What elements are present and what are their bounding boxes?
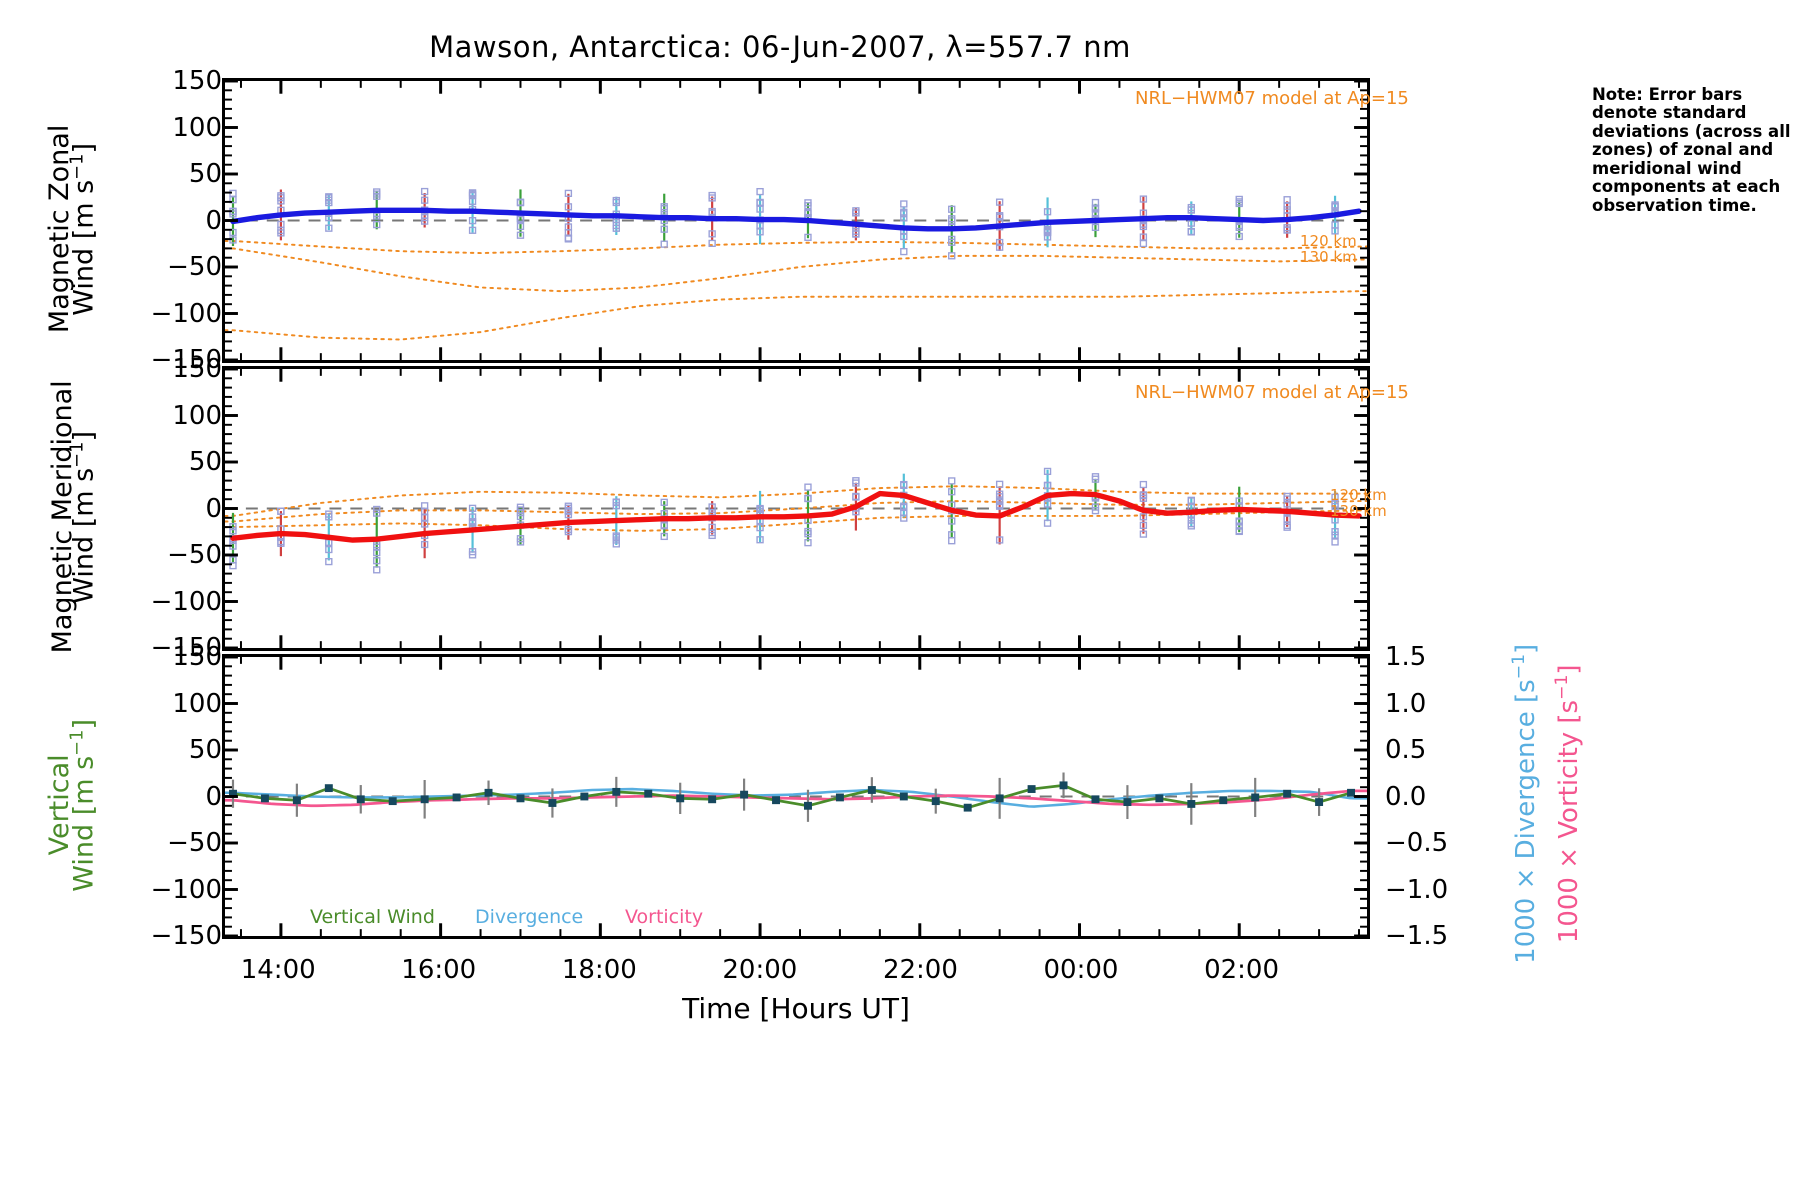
x-tick-label: 00:00 — [1043, 955, 1119, 985]
right-axis-label-vorticity: 1000 × Vorticity [s−1] — [1552, 634, 1584, 974]
right-vor-close: ] — [1553, 664, 1584, 675]
y-tick-label: −50 — [167, 828, 222, 858]
y-tick-label: 50 — [188, 159, 222, 189]
y-tick-label: 150 — [172, 642, 222, 672]
y-tick-label: 0 — [205, 205, 222, 236]
error-bar-note: Note: Error bars denote standard deviati… — [1592, 85, 1791, 215]
y-unit-exp-p2: −1 — [66, 441, 88, 468]
y-tick-label: 100 — [172, 112, 222, 143]
y-unit-exp-p3: −1 — [66, 729, 88, 756]
y-tick-label: −100 — [150, 874, 222, 905]
y-axis-label-panel3-line2: Wind [m s−1] — [67, 685, 102, 925]
y-unit-text-p3: Wind [m s — [68, 755, 100, 892]
panel-magnetic-meridional — [222, 366, 1370, 651]
x-tick-label: 02:00 — [1204, 955, 1280, 985]
right-tick-label: 1.5 — [1385, 642, 1427, 672]
y-unit-text-p1: Wind [m s — [68, 179, 100, 316]
y-tick-label: −50 — [167, 540, 222, 570]
y-tick-label: 0 — [205, 781, 222, 812]
y-unit-close-p1: ] — [68, 143, 100, 154]
model-note-panel2: NRL−HWM07 model at Ap=15 — [1135, 382, 1409, 403]
y-tick-label: −50 — [167, 252, 222, 282]
y-tick-label: −100 — [150, 586, 222, 617]
right-tick-label: −0.5 — [1385, 828, 1449, 858]
panel-magnetic-zonal — [222, 78, 1370, 363]
legend-item-divergence: Divergence — [475, 906, 584, 928]
right-div-text: 1000 × Divergence [s — [1510, 679, 1541, 964]
y-tick-label: −150 — [150, 921, 222, 951]
page-title: Mawson, Antarctica: 06-Jun-2007, λ=557.7… — [429, 30, 1131, 64]
right-tick-label: 0.5 — [1385, 735, 1427, 765]
right-div-close: ] — [1510, 643, 1541, 654]
km-label-120-panel2: 120 km — [1330, 486, 1387, 504]
legend-item-vertical-wind: Vertical Wind — [310, 906, 435, 928]
panel-vertical-wind-plot — [225, 657, 1367, 936]
y-tick-label: 50 — [188, 735, 222, 765]
x-axis-label: Time [Hours UT] — [682, 992, 910, 1025]
y-unit-close-p2: ] — [68, 431, 100, 442]
km-label-130-panel1: 130 km — [1300, 248, 1357, 266]
y-axis-label-panel2-line2: Wind [m s−1] — [67, 397, 102, 637]
km-label-130-panel2: 130 km — [1330, 502, 1387, 520]
right-vor-exp: −1 — [1552, 674, 1573, 700]
right-tick-label: −1.5 — [1385, 921, 1449, 951]
right-axis-label-divergence: 1000 × Divergence [s−1] — [1509, 634, 1541, 974]
x-tick-label: 20:00 — [722, 955, 798, 985]
y-unit-text-p2: Wind [m s — [68, 467, 100, 604]
y-tick-label: −100 — [150, 298, 222, 329]
y-tick-label: −150 — [150, 345, 222, 375]
right-tick-label: −1.0 — [1385, 874, 1449, 905]
y-tick-label: 0 — [205, 493, 222, 524]
x-tick-label: 14:00 — [240, 955, 316, 985]
y-tick-label: 100 — [172, 688, 222, 719]
right-tick-label: 1.0 — [1385, 688, 1427, 719]
km-label-120-panel1: 120 km — [1300, 232, 1357, 250]
legend-item-vorticity: Vorticity — [625, 906, 704, 928]
y-tick-label: −150 — [150, 633, 222, 663]
y-axis-label-panel1-line2: Wind [m s−1] — [67, 109, 102, 349]
y-tick-label: 150 — [172, 354, 222, 384]
y-tick-label: 150 — [172, 66, 222, 96]
model-note-panel1: NRL−HWM07 model at Ap=15 — [1135, 88, 1409, 109]
panel-magnetic-zonal-plot — [225, 81, 1367, 360]
y-tick-label: 100 — [172, 400, 222, 431]
x-tick-label: 22:00 — [882, 955, 958, 985]
right-div-exp: −1 — [1509, 653, 1530, 680]
panel-vertical-wind — [222, 654, 1370, 939]
x-tick-label: 16:00 — [401, 955, 477, 985]
y-unit-close-p3: ] — [68, 719, 100, 730]
y-tick-label: 50 — [188, 447, 222, 477]
right-vor-text: 1000 × Vorticity [s — [1553, 699, 1584, 944]
y-unit-exp-p1: −1 — [66, 153, 88, 180]
panel-magnetic-meridional-plot — [225, 369, 1367, 648]
right-tick-label: 0.0 — [1385, 781, 1427, 812]
x-tick-label: 18:00 — [561, 955, 637, 985]
